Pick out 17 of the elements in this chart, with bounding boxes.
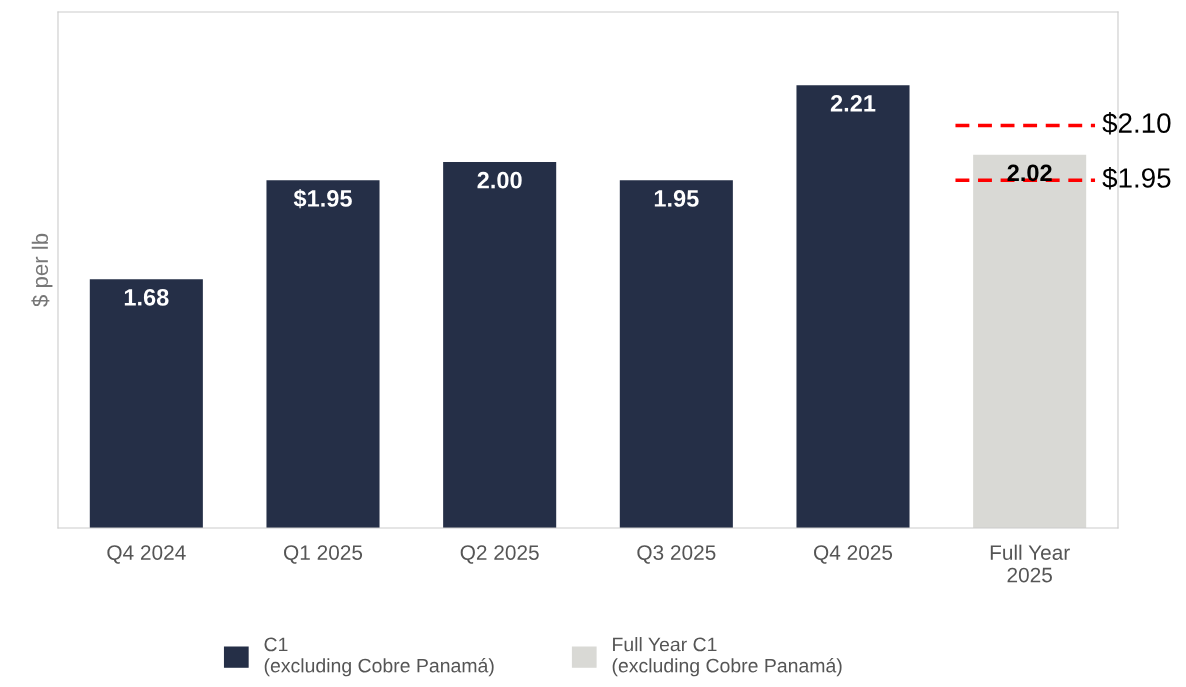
ref-line-label: $1.95 bbox=[1102, 166, 1171, 190]
y-axis-title: $ per lb bbox=[31, 233, 53, 307]
x-tick-label: Q4 2025 bbox=[814, 545, 893, 564]
data-label: 2.00 bbox=[477, 171, 522, 189]
x-tick-label: Full Year 2025 bbox=[990, 544, 1070, 583]
legend-label: C1 (excluding Cobre Panamá) bbox=[264, 637, 494, 677]
legend-label: Full Year C1 (excluding Cobre Panamá) bbox=[612, 637, 842, 677]
x-tick-label: Q2 2025 bbox=[460, 545, 539, 564]
data-label: 1.95 bbox=[654, 190, 699, 207]
data-label: $1.95 bbox=[293, 189, 352, 209]
x-tick-label: Q3 2025 bbox=[637, 545, 716, 564]
x-tick-label: Q1 2025 bbox=[284, 545, 363, 564]
data-label: 2.02 bbox=[1007, 164, 1052, 182]
data-label: 1.68 bbox=[124, 288, 169, 306]
ref-line-label: $2.10 bbox=[1102, 112, 1171, 135]
x-tick-label: Q4 2024 bbox=[107, 545, 186, 564]
data-label: 2.21 bbox=[830, 94, 876, 112]
